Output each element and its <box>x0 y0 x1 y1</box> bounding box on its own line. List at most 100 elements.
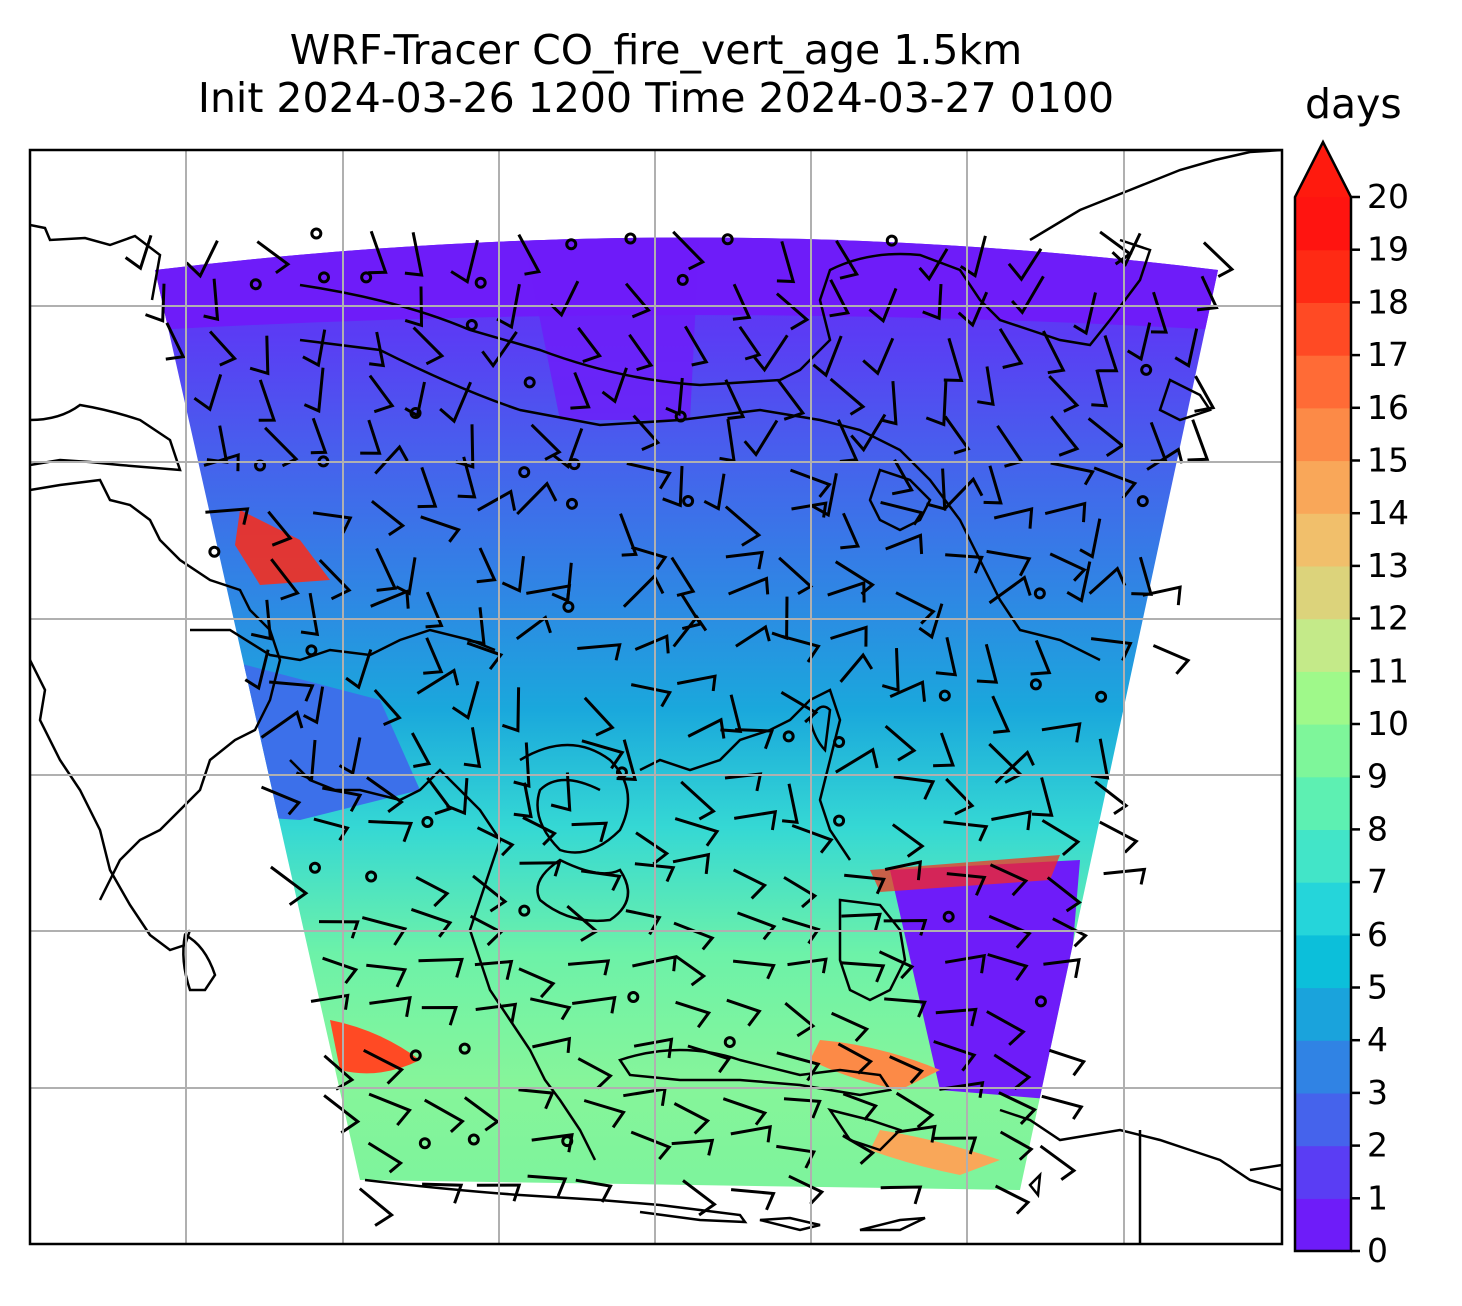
wind-barb <box>302 329 327 368</box>
colorbar-tick-label: 9 <box>1367 757 1388 796</box>
colorbar-segment <box>1295 565 1351 620</box>
calm-marker <box>833 814 846 827</box>
wind-barb <box>791 501 828 518</box>
wind-barb <box>812 335 843 378</box>
wind-barb <box>1010 275 1045 315</box>
colorbar-tick-label: 4 <box>1367 1020 1388 1059</box>
colorbar-segment <box>1295 460 1351 514</box>
wind-barb <box>322 956 359 985</box>
wind-barb <box>991 695 1011 734</box>
wind-barb <box>842 1092 879 1121</box>
colorbar-tick-label: 12 <box>1367 599 1409 638</box>
wind-barb <box>827 580 866 603</box>
wind-barb <box>993 507 1034 529</box>
colorbar-segment <box>1295 513 1351 567</box>
colorbar-tick-label: 11 <box>1367 651 1409 690</box>
coastline-northeast <box>299 338 1101 662</box>
wind-barb <box>513 782 533 819</box>
calm-marker <box>682 495 695 508</box>
colorbar-segment <box>1295 987 1351 1041</box>
wind-barb <box>791 824 834 854</box>
wind-barb <box>310 993 350 1010</box>
calm-marker <box>674 410 687 423</box>
chart-title: WRF-Tracer CO_fire_vert_age 1.5km Init 2… <box>30 26 1282 122</box>
coastline-far-southeast <box>1249 1163 1282 1172</box>
calm-marker <box>1029 678 1042 691</box>
calm-marker <box>1140 363 1153 376</box>
wind-barb <box>472 874 508 913</box>
calm-marker <box>721 233 734 246</box>
colorbar-tick-label: 20 <box>1367 177 1409 216</box>
wind-barb <box>1050 461 1095 486</box>
colorbar-segment <box>1295 934 1351 989</box>
wind-barb <box>829 377 866 416</box>
coastline-peninsula-east <box>30 478 282 901</box>
wind-barb <box>987 953 1029 982</box>
wind-barb <box>1031 777 1054 817</box>
calm-marker <box>723 1036 736 1049</box>
wind-barb <box>730 1124 772 1143</box>
coastline-northwest <box>30 223 162 301</box>
wind-barb <box>835 240 860 280</box>
wind-barb <box>884 860 923 881</box>
wind-barb <box>885 533 924 555</box>
wind-barb <box>1196 275 1219 312</box>
wind-barb <box>423 1098 465 1134</box>
wind-barb <box>318 559 352 601</box>
wind-barb <box>1030 639 1052 676</box>
wind-barb <box>370 500 406 537</box>
wind-barb <box>687 717 726 739</box>
wind-barb <box>516 481 558 516</box>
wind-barb <box>783 876 818 909</box>
calm-marker <box>467 1133 480 1146</box>
wind-barb <box>1043 958 1081 979</box>
calm-marker <box>1136 495 1149 508</box>
calm-marker <box>249 278 262 291</box>
calm-marker <box>615 766 628 779</box>
calm-marker <box>305 644 318 657</box>
wind-barb <box>522 816 558 846</box>
wind-barb <box>258 379 277 422</box>
wind-barb <box>368 230 388 275</box>
calm-marker <box>1034 995 1047 1008</box>
wind-barb <box>943 820 989 842</box>
wind-barb <box>932 1136 978 1155</box>
wind-barb <box>676 674 717 692</box>
wind-barb <box>368 1092 412 1127</box>
wind-barb <box>526 584 572 601</box>
wind-barb <box>957 291 989 328</box>
island-northeast <box>1158 378 1212 422</box>
wind-barb <box>732 959 776 980</box>
calm-marker <box>562 600 575 613</box>
wind-barb <box>673 1102 711 1135</box>
wind-barb <box>425 591 444 629</box>
wind-barb <box>264 426 299 468</box>
wind-barb <box>269 680 315 702</box>
wind-barb <box>474 959 514 981</box>
wind-barb <box>366 963 408 988</box>
wind-barb <box>850 413 887 453</box>
wind-barb <box>410 907 453 938</box>
wind-barb <box>310 417 328 455</box>
calm-marker <box>360 271 373 284</box>
wind-barb <box>530 423 562 461</box>
wind-barb <box>672 852 711 875</box>
wind-barb <box>633 1037 674 1059</box>
wind-barb <box>567 959 611 976</box>
wind-barb <box>988 575 1032 605</box>
wind-barb <box>368 374 395 414</box>
wind-barb <box>577 643 622 661</box>
wind-barb <box>842 1134 876 1165</box>
wind-barb <box>373 689 402 726</box>
wind-barb <box>439 381 472 424</box>
chart-title-line1: WRF-Tracer CO_fire_vert_age 1.5km <box>289 26 1023 74</box>
colorbar-segment <box>1295 1145 1351 1199</box>
island-south-small-3 <box>1028 1171 1042 1199</box>
calm-marker <box>308 861 321 874</box>
wind-barb <box>421 1005 458 1026</box>
field-west-hotspot <box>235 510 330 585</box>
wind-barb <box>634 862 676 883</box>
wind-barb <box>880 380 898 426</box>
wind-barb <box>735 728 775 750</box>
coastline-south-island <box>364 1178 748 1224</box>
